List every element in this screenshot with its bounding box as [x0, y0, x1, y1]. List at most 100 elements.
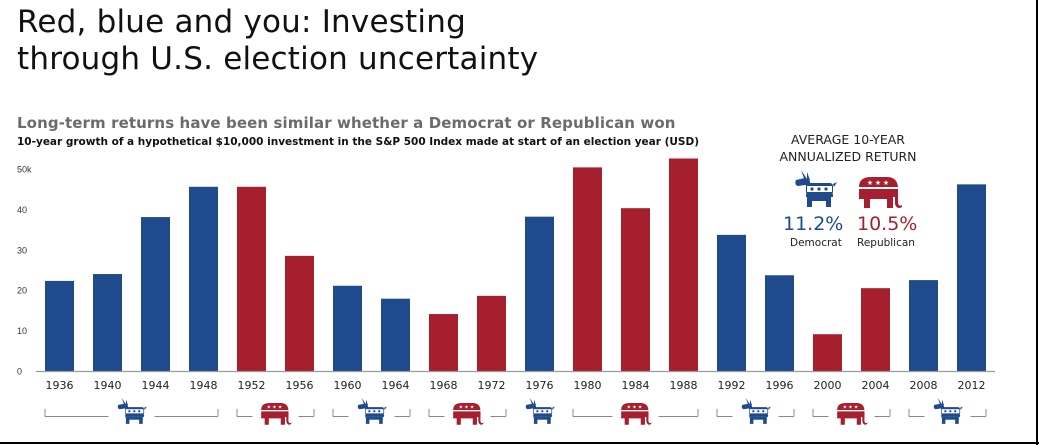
svg-text:★: ★ [278, 405, 283, 411]
svg-text:★: ★ [854, 405, 859, 411]
party-group-1968-1972: ★ ★ ★ [428, 403, 507, 425]
x-tick-label: 1996 [766, 379, 794, 392]
x-tick-label: 1972 [478, 379, 506, 392]
republican-label: Republican [857, 237, 915, 249]
elephant-icon: ★ ★ ★ [837, 403, 868, 425]
donkey-icon [741, 398, 771, 424]
bar-1988 [669, 158, 698, 371]
bar-2012 [957, 184, 986, 371]
donkey-icon [525, 398, 555, 424]
party-group-1980-1988: ★ ★ ★ [572, 403, 699, 425]
x-tick-label: 2008 [910, 379, 938, 392]
bar-1968 [429, 314, 458, 371]
party-groups: ★ ★ ★ ★ ★ ★ ★ ★ ★ ★ ★ ★ [44, 398, 987, 425]
x-tick-label: 1936 [46, 379, 74, 392]
x-tick-label: 1992 [718, 379, 746, 392]
party-group-1976-1976 [525, 398, 555, 424]
bar-1992 [717, 234, 746, 371]
x-tick-label: 1964 [382, 379, 410, 392]
x-axis: 1936 1940 1944 1948 1952 1956 1960 1964 1968 1972… [46, 379, 986, 392]
svg-text:★: ★ [843, 405, 848, 411]
y-tick-label: 10 [17, 326, 27, 336]
x-tick-label: 1968 [430, 379, 458, 392]
party-group-1992-1996 [716, 398, 795, 424]
bar-1984 [621, 208, 650, 371]
svg-text:★: ★ [638, 405, 643, 411]
bar-1976 [525, 216, 554, 371]
svg-text:★: ★ [267, 405, 272, 411]
x-tick-label: 1960 [334, 379, 362, 392]
x-tick-label: 1940 [94, 379, 122, 392]
x-tick-label: 1948 [190, 379, 218, 392]
republican-return-value: 10.5% [857, 213, 918, 235]
bar-1940 [93, 274, 122, 371]
donkey-icon [795, 170, 837, 207]
chart-subtitle: Long-term returns have been similar whet… [17, 114, 676, 132]
democrat-label: Democrat [790, 237, 842, 249]
bar-2008 [909, 280, 938, 371]
page-title: Red, blue and you: Investing through U.S… [17, 4, 538, 78]
x-tick-label: 1984 [622, 379, 650, 392]
x-tick-label: 2012 [958, 379, 986, 392]
x-tick-label: 2004 [862, 379, 890, 392]
average-return-heading: AVERAGE 10-YEAR ANNUALIZED RETURN [768, 131, 928, 165]
y-axis: 0 10 20 30 40 50k [17, 165, 32, 377]
x-tick-label: 1956 [286, 379, 314, 392]
elephant-icon: ★ ★ ★ [261, 403, 292, 425]
svg-text:★: ★ [632, 405, 637, 411]
bar-1948 [189, 186, 218, 371]
svg-text:★: ★ [875, 179, 881, 187]
bar-1944 [141, 217, 170, 371]
bars [45, 158, 986, 371]
svg-text:★: ★ [883, 179, 889, 187]
party-group-1952-1956: ★ ★ ★ [236, 403, 315, 425]
x-tick-label: 1952 [238, 379, 266, 392]
svg-text:★: ★ [272, 405, 277, 411]
y-tick-label: 50k [17, 165, 32, 175]
bar-1960 [333, 285, 362, 371]
y-tick-label: 30 [17, 245, 27, 255]
y-tick-label: 40 [17, 205, 27, 215]
average-heading-line-1: AVERAGE 10-YEAR [791, 132, 905, 147]
svg-text:★: ★ [848, 405, 853, 411]
bar-2000 [813, 334, 842, 371]
bar-2004 [861, 288, 890, 371]
title-line-1: Red, blue and you: Investing [17, 4, 466, 40]
x-tick-label: 2000 [814, 379, 842, 392]
donkey-icon [933, 398, 963, 424]
bar-1936 [45, 280, 74, 371]
party-group-1960-1964 [332, 398, 411, 424]
x-tick-label: 1980 [574, 379, 602, 392]
frame-border-bottom [0, 442, 1039, 444]
bar-1964 [381, 298, 410, 371]
bar-1972 [477, 295, 506, 371]
y-tick-label: 20 [17, 286, 27, 296]
party-group-2008-2012 [908, 398, 987, 424]
frame-border-right [1036, 0, 1038, 445]
bar-1952 [237, 186, 266, 371]
elephant-icon: ★ ★ ★ [621, 403, 652, 425]
svg-text:★: ★ [627, 405, 632, 411]
donkey-icon [117, 398, 147, 424]
svg-text:★: ★ [464, 405, 469, 411]
svg-text:★: ★ [459, 405, 464, 411]
party-group-2000-2004: ★ ★ ★ [812, 403, 891, 425]
svg-text:★: ★ [470, 405, 475, 411]
y-tick-label: 0 [17, 367, 22, 377]
title-line-2: through U.S. election uncertainty [17, 41, 539, 77]
bar-1956 [285, 255, 314, 371]
democrat-return-value: 11.2% [783, 213, 844, 235]
svg-text:★: ★ [867, 179, 873, 187]
party-group-1936-1948 [44, 398, 219, 424]
legend-icons: ★ ★ ★ [795, 170, 902, 208]
bar-1980 [573, 167, 602, 371]
chart-description: 10-year growth of a hypothetical $10,000… [17, 136, 699, 148]
donkey-icon [357, 398, 387, 424]
average-heading-line-2: ANNUALIZED RETURN [779, 149, 917, 164]
x-tick-label: 1976 [526, 379, 554, 392]
x-tick-label: 1944 [142, 379, 170, 392]
elephant-icon: ★ ★ ★ [859, 177, 902, 208]
x-tick-label: 1988 [670, 379, 698, 392]
bar-1996 [765, 275, 794, 371]
